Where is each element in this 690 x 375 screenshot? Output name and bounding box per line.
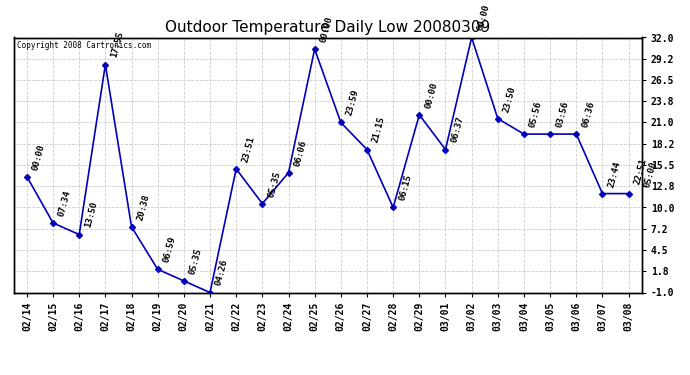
Text: 23:44: 23:44 [607,160,622,188]
Text: 06:06: 06:06 [293,139,308,167]
Text: 00:00: 00:00 [31,143,47,171]
Text: 06:37: 06:37 [450,116,465,144]
Text: 05:35: 05:35 [188,247,204,275]
Text: 22:51
05:00: 22:51 05:00 [633,157,658,188]
Text: 00:00: 00:00 [476,4,491,32]
Text: 06:59: 06:59 [162,236,177,264]
Text: 06:36: 06:36 [580,100,596,129]
Text: 04:26: 04:26 [214,259,230,287]
Text: 06:15: 06:15 [397,174,413,202]
Text: 23:50: 23:50 [502,85,518,113]
Text: 00:00: 00:00 [319,15,335,44]
Text: 05:56: 05:56 [528,100,544,129]
Text: 21:15: 21:15 [371,116,387,144]
Text: Copyright 2008 Cartronics.com: Copyright 2008 Cartronics.com [17,41,151,50]
Text: 05:35: 05:35 [266,170,282,198]
Text: 00:00: 00:00 [424,81,439,109]
Text: 23:59: 23:59 [345,88,361,117]
Text: 07:34: 07:34 [57,189,73,217]
Text: 13:50: 13:50 [83,201,99,229]
Text: 23:51: 23:51 [240,135,256,163]
Text: 03:56: 03:56 [554,100,570,129]
Text: 17:55: 17:55 [110,31,125,59]
Title: Outdoor Temperature Daily Low 20080309: Outdoor Temperature Daily Low 20080309 [165,20,491,35]
Text: 20:38: 20:38 [136,193,151,221]
